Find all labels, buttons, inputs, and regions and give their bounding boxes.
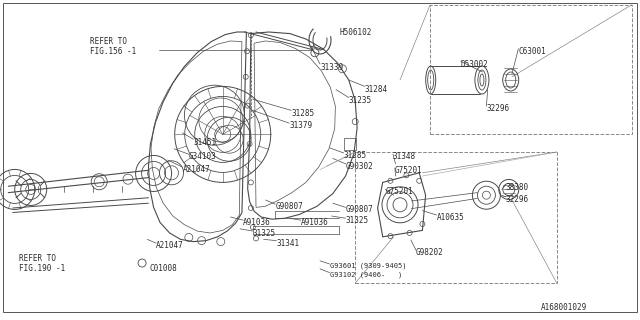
Text: G75201: G75201 <box>395 166 422 175</box>
Text: FIG.156 -1: FIG.156 -1 <box>90 47 136 56</box>
Text: A21047: A21047 <box>182 165 210 174</box>
Text: 31339: 31339 <box>320 63 343 72</box>
Text: 31285: 31285 <box>291 109 314 118</box>
Text: C01008: C01008 <box>150 264 177 273</box>
Text: 32296: 32296 <box>506 195 529 204</box>
Text: A91036: A91036 <box>243 218 271 227</box>
Text: 31325: 31325 <box>253 229 276 238</box>
Text: REFER TO: REFER TO <box>90 37 127 46</box>
Text: G98202: G98202 <box>416 248 444 257</box>
Text: G90302: G90302 <box>346 162 373 171</box>
Text: 31285: 31285 <box>344 151 367 160</box>
Text: G93601 (9309-9405): G93601 (9309-9405) <box>330 263 406 269</box>
Text: 31341: 31341 <box>276 239 300 248</box>
Text: A21047: A21047 <box>156 241 184 250</box>
Text: 31284: 31284 <box>365 85 388 94</box>
Text: 31379: 31379 <box>289 121 312 130</box>
Text: A10635: A10635 <box>436 213 464 222</box>
Text: 38380: 38380 <box>506 183 529 192</box>
Text: FIG.190 -1: FIG.190 -1 <box>19 264 65 273</box>
Bar <box>344 138 356 150</box>
Text: 31325: 31325 <box>346 216 369 225</box>
Text: 32296: 32296 <box>486 104 509 113</box>
Text: G93102 (9406-   ): G93102 (9406- ) <box>330 272 402 278</box>
Text: 31235: 31235 <box>349 96 372 105</box>
Text: G34103: G34103 <box>189 152 216 161</box>
Bar <box>355 152 557 283</box>
Text: G90807: G90807 <box>275 202 303 211</box>
Text: 31451: 31451 <box>193 138 216 147</box>
Text: A91036: A91036 <box>301 218 328 227</box>
Bar <box>430 5 632 134</box>
Text: 31348: 31348 <box>393 152 416 161</box>
Text: REFER TO: REFER TO <box>19 254 56 263</box>
Text: G90807: G90807 <box>346 205 373 214</box>
Text: D53002: D53002 <box>461 60 488 68</box>
Text: G75201: G75201 <box>385 188 413 196</box>
Text: C63001: C63001 <box>518 47 546 56</box>
Text: A168001029: A168001029 <box>541 303 587 312</box>
Text: H506102: H506102 <box>339 28 372 36</box>
